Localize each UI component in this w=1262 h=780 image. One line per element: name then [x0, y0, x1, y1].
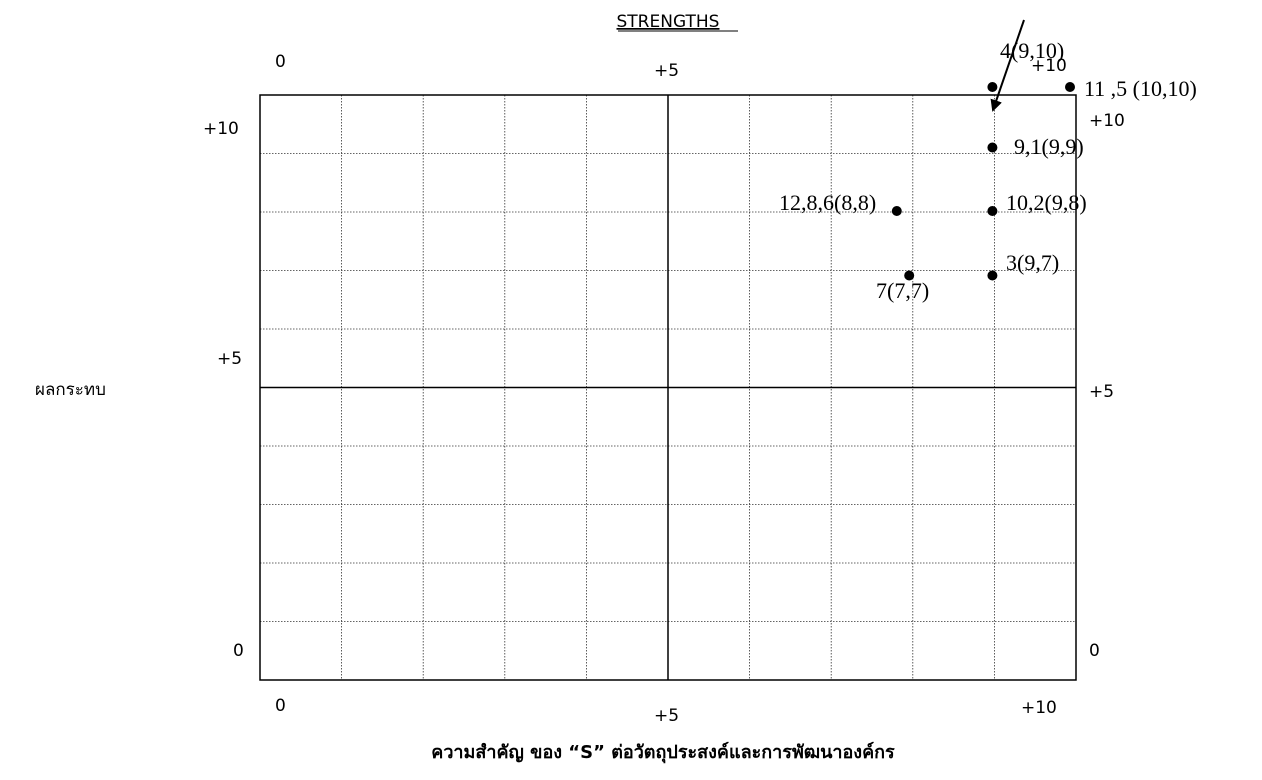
data-point-label: 10,2(9,8)	[1006, 190, 1087, 215]
tick-right-5: +5	[1089, 382, 1114, 402]
tick-top-0: 0	[275, 52, 286, 72]
data-point-label: 12,8,6(8,8)	[779, 190, 876, 215]
data-point-label: 4(9,10)	[1000, 38, 1064, 63]
data-points: 4(9,10) 11 ,5 (10,10) 9,1(9,9) 12,8,6(8,8) 1…	[779, 38, 1197, 303]
tick-right-0: 0	[1089, 641, 1100, 661]
tick-bottom-5: +5	[654, 706, 679, 726]
data-point-label: 9,1(9,9)	[1014, 134, 1084, 159]
data-point-label: 11 ,5 (10,10)	[1084, 76, 1197, 101]
tick-left-5: +5	[217, 349, 242, 369]
annotation-arrow	[990, 19, 1025, 112]
tick-right-10: +10	[1089, 111, 1125, 131]
x-axis-label: ความสำคัญ ของ “S” ต่อวัตถุประสงค์และการพ…	[431, 741, 895, 764]
data-point	[987, 82, 998, 92]
tick-bottom-10: +10	[1021, 698, 1057, 718]
plot-frame	[259, 94, 1077, 681]
data-point	[987, 270, 998, 281]
tick-left-10: +10	[203, 119, 239, 139]
data-point	[987, 142, 998, 153]
tick-top-5: +5	[654, 61, 679, 81]
data-point	[904, 270, 915, 281]
tick-top-10: +10	[1031, 56, 1067, 76]
tick-left-0: 0	[233, 641, 244, 661]
data-point-label: 3(9,7)	[1006, 250, 1059, 275]
data-point-label: 7(7,7)	[876, 278, 929, 303]
center-axes	[260, 95, 1076, 680]
data-point	[1065, 82, 1075, 92]
y-axis-label: ผลกระทบ	[35, 380, 106, 400]
data-point	[987, 206, 998, 216]
data-point	[891, 206, 902, 216]
chart-title: STRENGTHS	[617, 12, 720, 32]
tick-bottom-0: 0	[275, 696, 286, 716]
